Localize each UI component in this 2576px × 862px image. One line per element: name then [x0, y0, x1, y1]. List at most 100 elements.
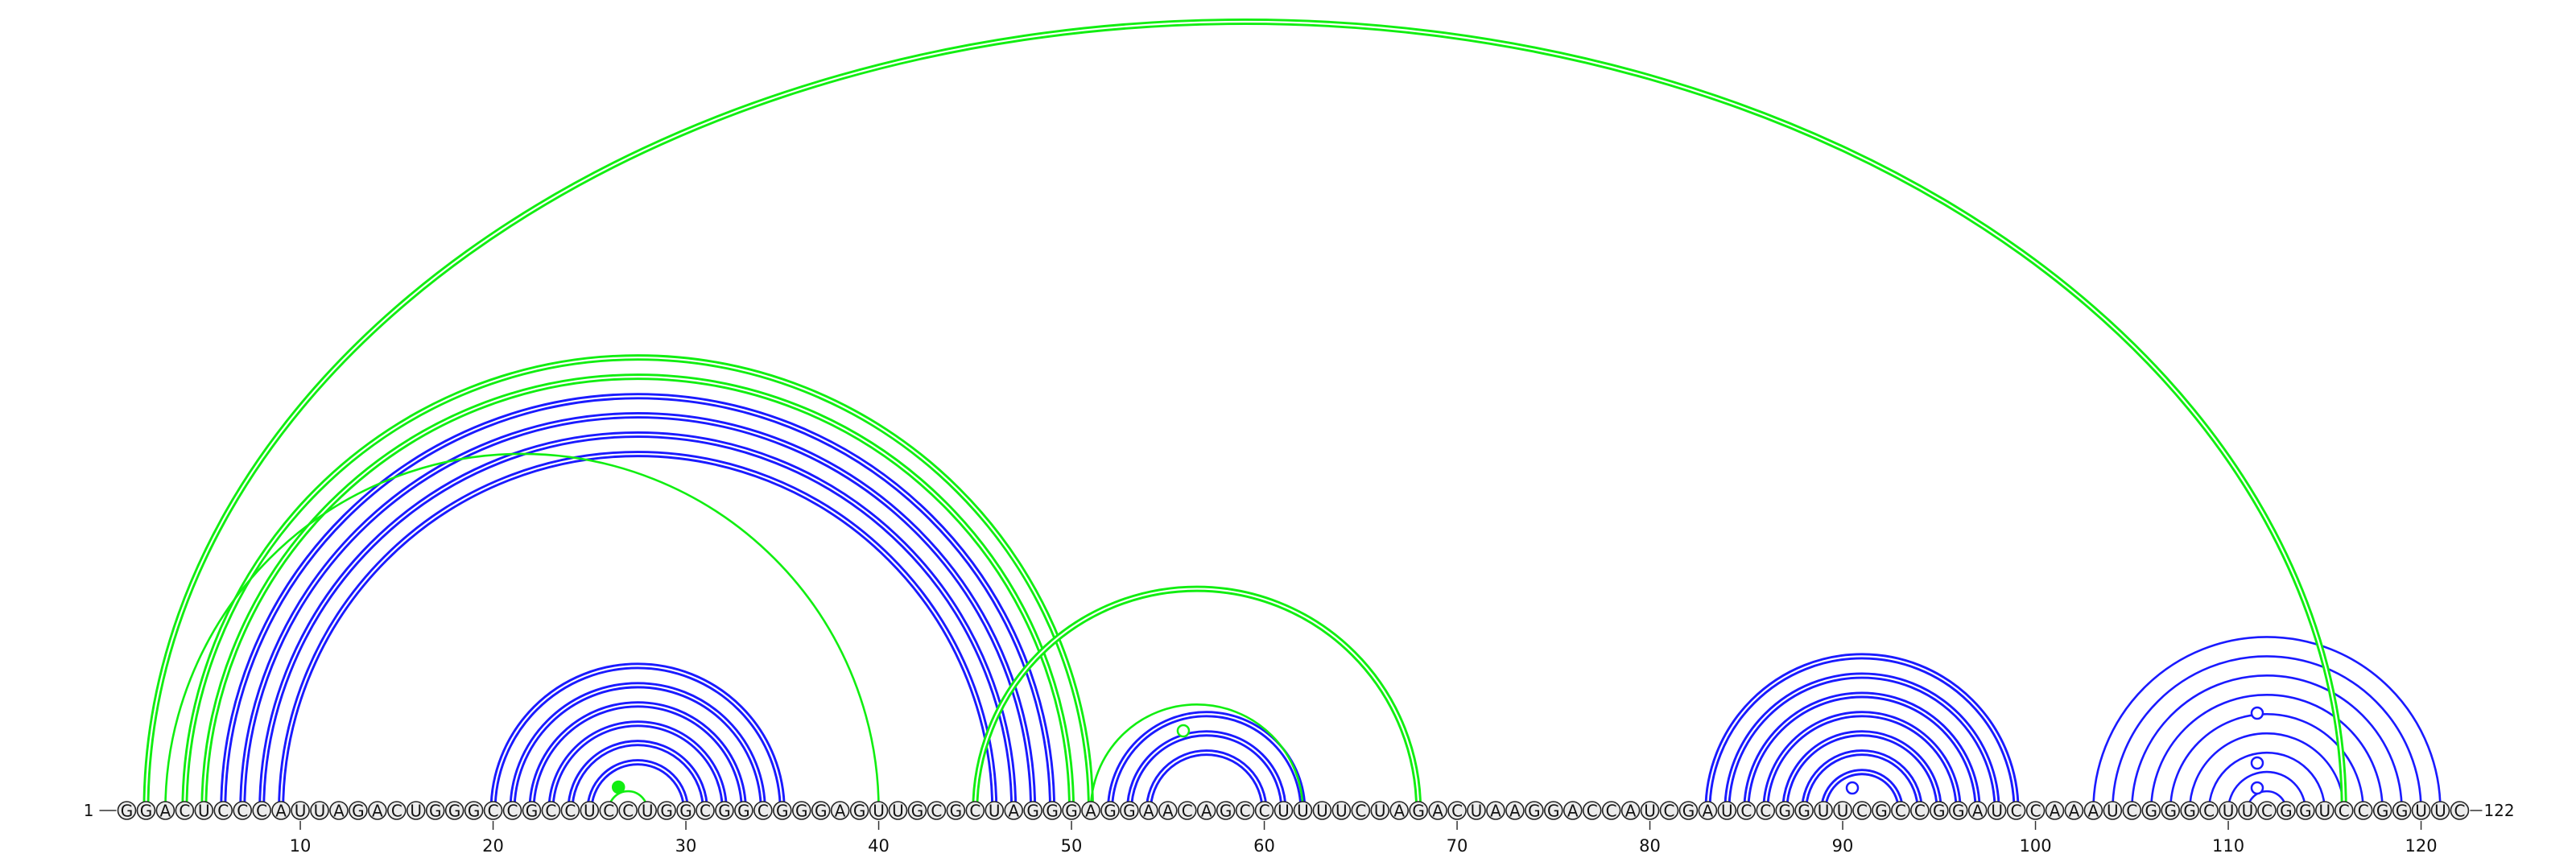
- nucleotide-14: A: [368, 801, 387, 821]
- nucleotide-22-letter: G: [526, 802, 539, 821]
- arc-blue-54-60-inner: [1147, 752, 1265, 811]
- arc-blue-54-60: [1145, 749, 1268, 811]
- nucleotide-58-circle: [1216, 801, 1236, 820]
- nucleotide-43: C: [927, 801, 947, 821]
- nucleotide-98-circle: [1987, 801, 2007, 820]
- nucleotide-46-letter: U: [989, 802, 1001, 821]
- nucleotide-115: U: [2315, 801, 2334, 821]
- nucleotide-65-circle: [1351, 801, 1371, 820]
- nucleotide-25: U: [580, 801, 600, 821]
- nucleotide-24-letter: C: [564, 802, 576, 821]
- nucleotide-87-circle: [1775, 801, 1794, 820]
- nucleotide-94-letter: C: [1914, 802, 1926, 821]
- nucleotide-29-letter: G: [660, 802, 673, 821]
- nucleotide-119-circle: [2392, 801, 2412, 820]
- nucleotide-74-circle: [1525, 801, 1544, 820]
- nucleotide-102-circle: [2064, 801, 2084, 820]
- nucleotide-58-letter: G: [1220, 802, 1232, 821]
- nucleotide-14-letter: A: [372, 802, 383, 821]
- arc-blue-9-46-inner: [280, 452, 996, 811]
- nucleotide-105-letter: C: [2126, 802, 2137, 821]
- arc-blue-110-114: [2227, 770, 2307, 811]
- nucleotide-113-letter: G: [2280, 802, 2293, 821]
- nucleotide-60-circle: [1254, 801, 1274, 820]
- arc-blue-23-32-inner: [550, 723, 726, 811]
- nucleotide-19: G: [464, 801, 484, 821]
- nucleotide-98-letter: U: [1991, 802, 2003, 821]
- nucleotide-44-circle: [946, 801, 966, 820]
- nucleotide-1: G: [117, 801, 137, 821]
- nucleotide-27: C: [618, 801, 638, 821]
- nucleotide-38-letter: A: [835, 802, 846, 821]
- nucleotide-107-letter: G: [2164, 802, 2177, 821]
- arc-blue-106-118: [2149, 694, 2384, 811]
- nucleotide-99: C: [2006, 801, 2026, 821]
- nucleotide-34-circle: [753, 801, 773, 820]
- arc-green-51-62: [1089, 703, 1304, 811]
- nucleotide-113-circle: [2277, 801, 2296, 820]
- nucleotide-31: C: [696, 801, 715, 821]
- nucleotide-20-letter: C: [488, 802, 499, 821]
- nucleotide-2-letter: G: [140, 802, 153, 821]
- nucleotide-77: C: [1582, 801, 1602, 821]
- arc-blue-52-62-inner: [1108, 713, 1304, 811]
- nucleotide-54-letter: A: [1143, 802, 1154, 821]
- nucleotide-106-circle: [2141, 801, 2161, 820]
- arc-green-45-68-outer: [972, 585, 1422, 811]
- nucleotide-3-letter: A: [160, 802, 171, 821]
- arc-blue-86-96-outer: [1762, 711, 1962, 811]
- nucleotide-50: G: [1062, 801, 1081, 821]
- nucleotide-32-circle: [715, 801, 734, 820]
- nucleotide-81-letter: C: [1664, 802, 1675, 821]
- nucleotide-8: C: [252, 801, 271, 821]
- arc-blue-22-33-inner: [530, 703, 745, 811]
- nucleotide-87-letter: G: [1778, 802, 1791, 821]
- nucleotide-36-letter: G: [795, 802, 808, 821]
- nucleotide-5-letter: U: [198, 802, 210, 821]
- nucleotide-37: G: [811, 801, 831, 821]
- arc-blue-88-94: [1801, 749, 1923, 811]
- tick-40-label: 40: [868, 836, 890, 856]
- nucleotide-23: C: [541, 801, 561, 821]
- nucleotide-72: A: [1486, 801, 1505, 821]
- nucleotide-28: U: [638, 801, 657, 821]
- nucleotide-107-circle: [2161, 801, 2180, 820]
- nucleotide-51-letter: A: [1085, 802, 1096, 821]
- nucleotide-71: U: [1467, 801, 1486, 821]
- arc-blue-87-95: [1781, 730, 1942, 811]
- nucleotide-38: A: [830, 801, 850, 821]
- nucleotide-24-circle: [560, 801, 580, 820]
- arc-green-5-50-inner: [203, 376, 1073, 811]
- nucleotide-74-letter: G: [1528, 802, 1541, 821]
- nucleotide-26: C: [599, 801, 619, 821]
- arc-green-5-50: [200, 373, 1075, 811]
- nucleotide-88-circle: [1794, 801, 1814, 820]
- nucleotide-58: G: [1216, 801, 1236, 821]
- nucleotide-27-letter: C: [622, 802, 634, 821]
- tick-60: 60: [1253, 821, 1275, 856]
- nucleotide-37-letter: G: [815, 802, 828, 821]
- nucleotide-43-letter: C: [931, 802, 942, 821]
- arc-blue-24-31-inner: [569, 742, 707, 811]
- nucleotide-63: U: [1312, 801, 1332, 821]
- nucleotide-44: G: [946, 801, 966, 821]
- nucleotide-98: U: [1987, 801, 2007, 821]
- nucleotide-85-circle: [1736, 801, 1757, 820]
- nucleotide-104-letter: U: [2107, 802, 2119, 821]
- nucleotide-108-letter: G: [2183, 802, 2196, 821]
- nucleotide-25-circle: [580, 801, 600, 820]
- nucleotide-102: A: [2064, 801, 2084, 821]
- nucleotide-86-letter: C: [1760, 802, 1771, 821]
- nucleotide-73-circle: [1505, 801, 1525, 820]
- nucleotide-122: C: [2450, 801, 2470, 821]
- nucleotide-78-letter: C: [1606, 802, 1617, 821]
- arc-blue-8-47-inner: [261, 433, 1015, 811]
- nucleotide-42: G: [907, 801, 927, 821]
- nucleotide-89-circle: [1814, 801, 1833, 820]
- nucleotide-62: U: [1293, 801, 1313, 821]
- nucleotide-26-letter: C: [603, 802, 614, 821]
- nucleotide-105: C: [2122, 801, 2142, 821]
- nucleotide-119: G: [2392, 801, 2412, 821]
- nucleotide-103-circle: [2083, 801, 2103, 820]
- sequence-backbone: 1 122: [84, 801, 2515, 820]
